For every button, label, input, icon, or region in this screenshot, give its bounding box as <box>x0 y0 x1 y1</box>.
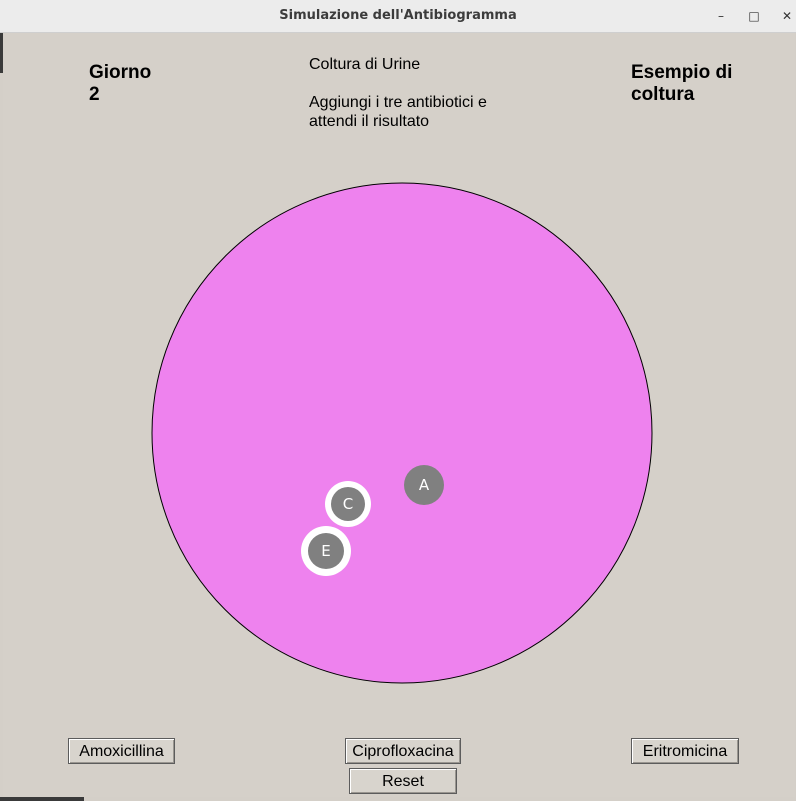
disk-e-circle <box>308 533 344 569</box>
antibiotic-disk-E: E <box>301 526 351 576</box>
background-window-edge-bottom <box>0 797 84 801</box>
disk-c-letter: C <box>343 495 353 513</box>
petri-dish[interactable] <box>151 182 653 684</box>
antibiotic-disk-A: A <box>404 465 444 505</box>
reset-button[interactable]: Reset <box>349 768 457 794</box>
disk-a-circle <box>404 465 444 505</box>
amoxicillin-button[interactable]: Amoxicillina <box>68 738 175 764</box>
erythromycin-button[interactable]: Eritromicina <box>631 738 739 764</box>
day-label: Giorno 2 <box>89 62 152 105</box>
maximize-icon[interactable]: □ <box>748 9 760 23</box>
antibiotic-disk-C: C <box>325 481 371 527</box>
disk-c-circle <box>331 487 365 521</box>
window-title: Simulazione dell'Antibiogramma <box>279 8 517 23</box>
background-window-edge <box>0 33 3 73</box>
sample-label: Esempio di coltura <box>631 62 733 105</box>
disk-e-letter: E <box>321 542 330 560</box>
disk-a-letter: A <box>419 476 430 494</box>
minimize-icon[interactable]: – <box>718 9 724 23</box>
culture-label: Coltura di Urine <box>309 56 421 73</box>
instructions-label: Aggiungi i tre antibiotici e attendi il … <box>309 94 487 130</box>
close-icon[interactable]: ✕ <box>781 9 793 23</box>
ciprofloxacin-button[interactable]: Ciprofloxacina <box>345 738 461 764</box>
window-titlebar: Simulazione dell'Antibiogramma – □ ✕ <box>0 0 796 33</box>
